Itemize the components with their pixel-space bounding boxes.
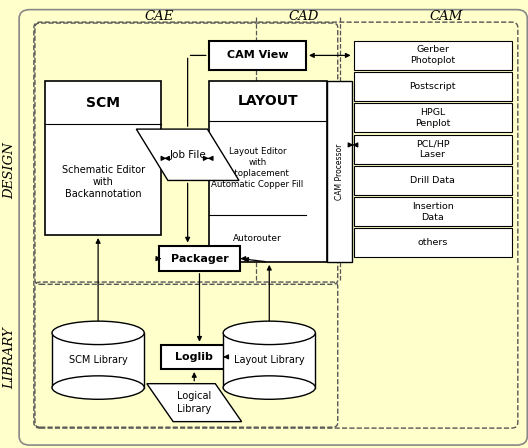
Text: Layout Editor
with
Autoplacement
Automatic Copper Fill: Layout Editor with Autoplacement Automat… — [211, 147, 304, 189]
Text: HPGL
Penplot: HPGL Penplot — [415, 108, 450, 128]
Text: Drill Data: Drill Data — [410, 176, 455, 185]
Ellipse shape — [52, 376, 144, 399]
Bar — [354, 197, 512, 226]
Text: Insertion
Data: Insertion Data — [412, 202, 454, 222]
Bar — [52, 333, 144, 388]
Text: Gerber
Photoplot: Gerber Photoplot — [410, 45, 455, 65]
Bar — [354, 135, 512, 164]
Bar — [209, 41, 306, 70]
Text: SCM: SCM — [87, 96, 120, 110]
Text: CAM Processor: CAM Processor — [335, 143, 344, 200]
Bar — [209, 81, 327, 262]
Text: CAE: CAE — [144, 10, 173, 23]
Text: Postscript: Postscript — [409, 82, 456, 91]
Ellipse shape — [223, 376, 315, 399]
Text: LAYOUT: LAYOUT — [238, 94, 298, 108]
Text: Packager: Packager — [171, 254, 229, 263]
Bar — [162, 345, 227, 369]
Bar — [354, 41, 512, 70]
Bar — [327, 81, 353, 262]
FancyBboxPatch shape — [19, 9, 527, 445]
Text: Logical
Library: Logical Library — [177, 392, 211, 414]
Text: DESIGN: DESIGN — [4, 142, 17, 199]
Bar — [354, 228, 512, 258]
Text: LIBRARY: LIBRARY — [4, 327, 17, 389]
Bar — [354, 103, 512, 133]
Polygon shape — [136, 129, 239, 181]
Text: CAM: CAM — [429, 10, 463, 23]
Text: CAM View: CAM View — [227, 51, 288, 60]
Bar — [159, 246, 240, 271]
Ellipse shape — [223, 321, 315, 345]
Bar — [223, 333, 315, 388]
Text: Layout Library: Layout Library — [234, 355, 305, 365]
Text: SCM Library: SCM Library — [69, 355, 127, 365]
Polygon shape — [147, 383, 242, 422]
Bar — [354, 72, 512, 101]
Text: Schematic Editor
with
Backannotation: Schematic Editor with Backannotation — [62, 164, 145, 199]
Text: Autorouter: Autorouter — [233, 234, 281, 243]
Bar — [354, 166, 512, 195]
Text: Loglib: Loglib — [175, 352, 213, 362]
Text: PCL/HP
Laser: PCL/HP Laser — [416, 139, 449, 159]
Text: CAD: CAD — [288, 10, 319, 23]
Ellipse shape — [52, 321, 144, 345]
Bar — [45, 81, 162, 235]
Text: others: others — [417, 238, 448, 247]
Text: Job File: Job File — [169, 150, 206, 160]
